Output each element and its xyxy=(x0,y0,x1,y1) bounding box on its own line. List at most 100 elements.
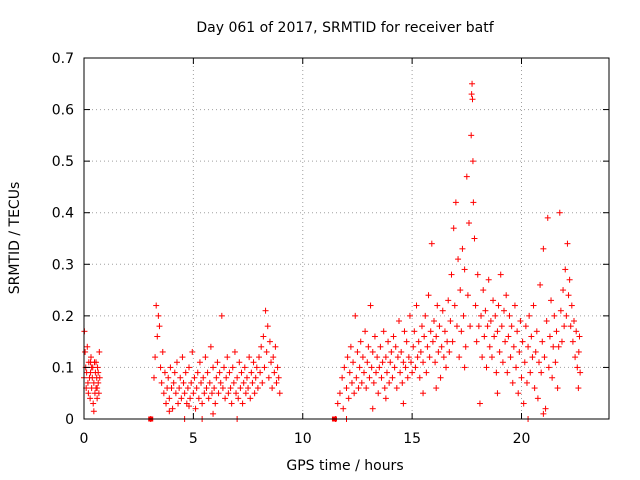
data-point xyxy=(369,405,376,412)
data-point xyxy=(348,379,355,386)
data-point xyxy=(493,369,500,376)
data-point xyxy=(201,390,208,397)
data-point xyxy=(576,333,583,340)
data-point xyxy=(216,369,223,376)
data-point xyxy=(495,302,502,309)
data-point xyxy=(273,379,280,386)
data-point xyxy=(439,307,446,314)
data-point xyxy=(366,374,373,381)
data-point xyxy=(405,354,412,361)
data-point xyxy=(509,379,516,386)
data-point xyxy=(339,374,346,381)
x-axis-title: GPS time / hours xyxy=(286,458,403,474)
data-point xyxy=(518,374,525,381)
data-point xyxy=(367,302,374,309)
data-point xyxy=(546,333,553,340)
data-point xyxy=(368,364,375,371)
data-point xyxy=(416,374,423,381)
data-point xyxy=(93,359,100,366)
data-point xyxy=(456,354,463,361)
data-point xyxy=(513,364,520,371)
data-point xyxy=(453,323,460,330)
data-point xyxy=(411,328,418,335)
data-point xyxy=(410,343,417,350)
data-point xyxy=(492,312,499,319)
data-point xyxy=(548,297,555,304)
data-point xyxy=(478,312,485,319)
data-point xyxy=(391,364,398,371)
data-point xyxy=(468,132,475,139)
data-point xyxy=(226,369,233,376)
data-point xyxy=(365,343,372,350)
y-tick-label: 0.1 xyxy=(52,360,74,376)
data-point xyxy=(577,369,584,376)
data-point xyxy=(468,91,475,98)
data-point xyxy=(423,369,430,376)
data-point xyxy=(482,307,489,314)
data-point xyxy=(539,338,546,345)
data-point xyxy=(378,374,385,381)
data-point xyxy=(566,276,573,283)
data-point xyxy=(386,379,393,386)
data-point xyxy=(253,364,260,371)
data-point xyxy=(153,302,160,309)
data-point xyxy=(491,333,498,340)
data-point xyxy=(204,369,211,376)
data-point xyxy=(196,359,203,366)
data-point xyxy=(87,359,94,366)
data-point xyxy=(427,328,434,335)
data-point xyxy=(275,374,282,381)
data-point xyxy=(233,390,240,397)
data-point xyxy=(94,395,101,402)
data-point xyxy=(527,369,534,376)
data-point xyxy=(382,395,389,402)
data-point xyxy=(210,364,217,371)
data-point xyxy=(494,390,501,397)
data-point xyxy=(422,312,429,319)
data-point xyxy=(414,354,421,361)
data-point xyxy=(457,287,464,294)
data-point xyxy=(567,323,574,330)
data-point xyxy=(254,385,261,392)
x-tick-label: 0 xyxy=(80,431,89,447)
data-point xyxy=(96,374,103,381)
data-point xyxy=(438,343,445,350)
data-point xyxy=(191,374,198,381)
data-point xyxy=(505,333,512,340)
data-point xyxy=(364,359,371,366)
data-point xyxy=(445,297,452,304)
data-point xyxy=(347,343,354,350)
data-point xyxy=(186,364,192,371)
data-point xyxy=(189,348,196,355)
data-point xyxy=(557,307,564,314)
data-point xyxy=(270,354,277,361)
data-point xyxy=(206,379,213,386)
data-point xyxy=(225,390,232,397)
y-tick-label: 0.3 xyxy=(52,257,74,273)
data-point xyxy=(171,369,178,376)
data-point xyxy=(466,220,472,227)
data-point xyxy=(251,390,258,397)
data-point xyxy=(504,369,511,376)
data-point xyxy=(481,333,488,340)
data-point xyxy=(417,348,424,355)
data-point xyxy=(352,312,359,319)
x-tick-label: 20 xyxy=(513,431,531,447)
data-point xyxy=(385,338,392,345)
data-point xyxy=(248,369,255,376)
chart-title: Day 061 of 2017, SRMTID for receiver bat… xyxy=(196,20,494,36)
data-point xyxy=(205,395,212,402)
data-point xyxy=(564,240,571,247)
data-point xyxy=(274,364,281,371)
data-point xyxy=(418,323,425,330)
data-point xyxy=(334,400,341,407)
data-point xyxy=(469,96,476,103)
data-point xyxy=(448,271,455,278)
data-points xyxy=(81,80,584,422)
data-point xyxy=(461,364,468,371)
data-point xyxy=(376,364,383,371)
data-point xyxy=(343,385,350,392)
data-point xyxy=(560,287,567,294)
data-point xyxy=(531,385,538,392)
data-point xyxy=(543,318,550,325)
